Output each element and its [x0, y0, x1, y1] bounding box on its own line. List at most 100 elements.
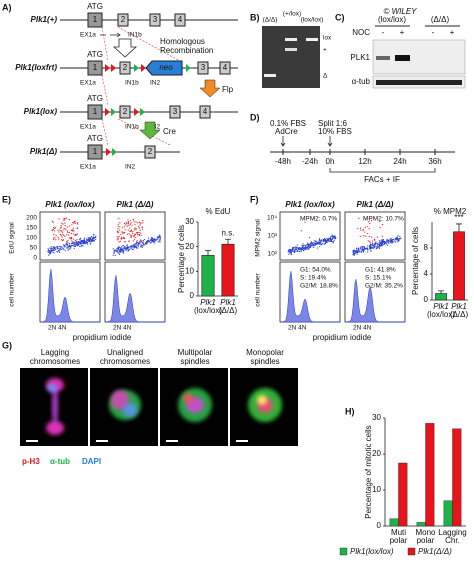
scatter-dot — [75, 242, 77, 244]
scatter-dot — [368, 221, 370, 223]
frt-site — [140, 108, 145, 116]
scatter-dot — [315, 242, 317, 244]
scatter-dot — [381, 235, 383, 237]
lox-site — [105, 108, 110, 116]
scatter-dot — [370, 220, 373, 222]
scatter-dot — [65, 243, 67, 245]
scatter-dot — [68, 232, 70, 234]
scatter-dot — [85, 242, 87, 244]
timeline-tick — [282, 149, 436, 155]
scatter-dot — [398, 237, 400, 240]
lox-site — [106, 148, 111, 156]
scatter-dot — [122, 252, 125, 254]
genotype-label: (Δ/Δ) — [431, 15, 450, 24]
scatter-dot — [130, 248, 132, 250]
scatter-dot — [156, 236, 159, 238]
gel-band — [285, 38, 297, 41]
scatter-dot — [390, 238, 392, 241]
scatter-dot — [51, 250, 53, 252]
scatter-dot — [357, 248, 360, 250]
scatter-dot — [79, 238, 81, 240]
scatter-dot — [386, 240, 389, 242]
scatter-dot — [152, 239, 154, 242]
scatter-dot — [153, 242, 155, 244]
scatter-dot — [127, 221, 129, 223]
tick-label: 200 — [26, 215, 37, 222]
y-tick-label: 0 — [424, 295, 429, 304]
scatter-dot — [81, 240, 83, 242]
scatter-dot — [59, 230, 61, 232]
scatter-dot — [376, 244, 379, 246]
bar — [389, 518, 399, 527]
histogram — [344, 279, 405, 323]
scatter-dot — [333, 237, 335, 239]
scatter-dot — [158, 236, 160, 238]
scatter-dot — [82, 240, 84, 242]
scatter-dot — [116, 247, 119, 249]
scatter-dot — [87, 240, 89, 242]
scatter-dot — [72, 242, 74, 245]
plot-header: Plk1 (Δ/Δ) — [117, 200, 154, 209]
atg-label: ATG — [87, 2, 103, 11]
exon — [119, 105, 131, 119]
phase-percent: G1: 41.8% — [365, 267, 396, 274]
scatter-dot — [301, 244, 303, 246]
scatter-dot — [59, 248, 61, 250]
plot-frame — [279, 211, 341, 261]
scatter-dot — [63, 229, 65, 231]
scatter-dot — [64, 250, 66, 252]
plot-header: Plk1 (Δ/Δ) — [357, 200, 394, 209]
flow-panel-f: Plk1 (lox/lox) Plk1 (Δ/Δ) MPM2 signal ce… — [255, 200, 406, 342]
scatter-dot — [75, 240, 78, 243]
significance: *** — [454, 213, 463, 222]
scatter-dot — [295, 247, 297, 249]
scatter-dot — [359, 227, 362, 229]
exon — [87, 144, 103, 160]
x-tick-label: Plk1 — [220, 298, 236, 307]
scatter-dot — [151, 236, 153, 239]
scatter-dot — [126, 248, 128, 250]
scatter-dot — [324, 242, 326, 245]
scatter-dot — [114, 254, 116, 257]
lane-label: (Δ/Δ) — [263, 17, 278, 24]
scatter-dot — [70, 246, 72, 248]
scatter-dot — [92, 239, 94, 241]
neo-cassette — [145, 60, 183, 76]
primer-label: IN1b — [125, 80, 139, 87]
scatter-dot — [383, 243, 385, 246]
stained-structure — [47, 384, 57, 392]
exon — [87, 104, 103, 120]
scatter-dot — [354, 250, 357, 252]
scatter-dot — [76, 239, 78, 241]
scatter-dot — [87, 238, 90, 240]
scatter-dot — [122, 231, 124, 233]
phenotype-label: chromosomes — [30, 357, 80, 366]
scatter-dot — [135, 243, 137, 245]
scatter-dot — [117, 237, 119, 239]
scatter-dot — [66, 226, 68, 228]
scatter-dot — [115, 251, 117, 253]
scatter-dot — [374, 244, 376, 246]
scatter-dot — [125, 221, 127, 223]
scatter-dot — [55, 239, 57, 241]
scatter-dot — [117, 223, 119, 225]
scatter-dot — [370, 250, 372, 252]
mpm2-percent: MPM2: 0.7% — [300, 216, 337, 223]
scatter-dot — [128, 249, 130, 251]
scatter-dot — [329, 237, 332, 239]
scatter-dot — [306, 248, 309, 250]
y-tick-label: 30 — [372, 413, 381, 422]
scatter-dot — [325, 239, 327, 242]
scatter-dot — [118, 250, 120, 252]
tick-label: 150 — [26, 225, 37, 232]
panel-label: G) — [2, 340, 12, 350]
x-tick-label: (Δ/Δ) — [450, 310, 469, 319]
y-tick-label: 8 — [424, 243, 429, 252]
scatter-dot — [371, 244, 373, 246]
scatter-dot — [123, 222, 126, 225]
error-bar — [456, 223, 462, 232]
flp-label: Flp — [222, 85, 234, 94]
allele-label: Plk1(Δ) — [30, 147, 57, 156]
scatter-dot — [70, 243, 73, 245]
scatter-dot — [93, 237, 96, 239]
